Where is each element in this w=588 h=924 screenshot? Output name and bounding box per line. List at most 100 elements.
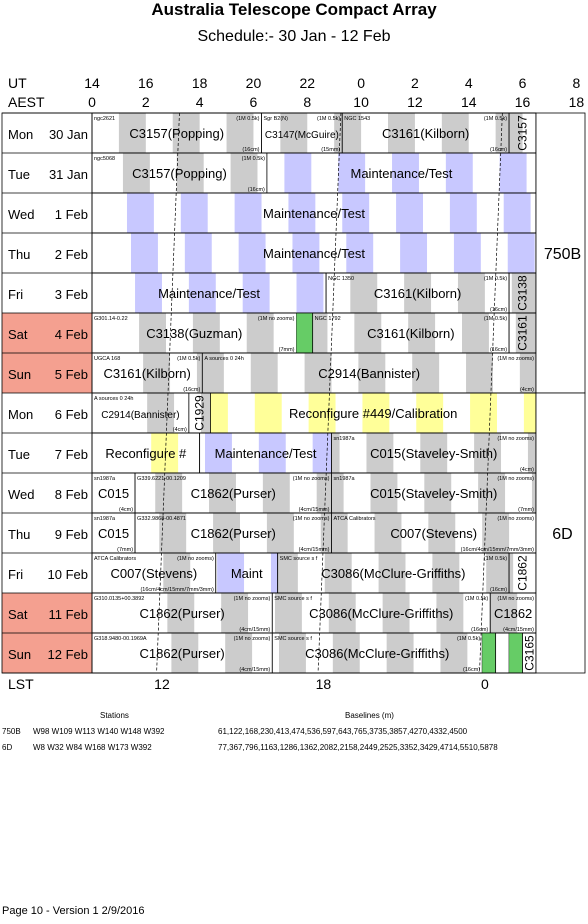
day-date-label: 12 Feb: [48, 647, 88, 662]
day-label-cell: [2, 513, 92, 553]
schedule-block: [509, 633, 523, 673]
block-label: C1862(Purser): [191, 486, 276, 501]
schedule-block: C3157(Popping) ngc5068 (1M 0.5k) (16cm): [91, 152, 268, 194]
block-label: C3161(Kilborn): [382, 126, 469, 141]
block-correlator-label: (1M 0.5k): [484, 316, 507, 322]
schedule-block: C1862(Purser) G339.6221-00.1209 (1M no zoo…: [134, 472, 332, 514]
time-band-stripe: [122, 153, 150, 193]
ut-tick-label: 4: [465, 75, 473, 91]
aest-axis-label: AEST: [8, 94, 45, 110]
block-source-label: Sgr B2(N): [264, 116, 289, 122]
block-label: Maintenance/Test: [215, 446, 317, 461]
day-row: Sat 4 Feb C3138(Guzman) G301.14-0.22 (1M no …: [2, 312, 537, 354]
day-label-cell: [2, 473, 92, 513]
time-band-stripe: [159, 513, 187, 553]
ut-tick-label: 6: [519, 75, 527, 91]
block-source-label: NGC 1543: [344, 116, 370, 122]
time-band-stripe: [217, 553, 245, 593]
time-band-stripe: [440, 633, 468, 673]
stations-list-750b: W98 W109 W113 W140 W148 W392: [33, 727, 165, 736]
time-band-stripe: [135, 273, 162, 313]
time-band-stripe: [279, 633, 306, 673]
time-band-stripe: [470, 393, 497, 433]
day-row: Wed 1 Feb Maintenance/Test: [2, 192, 537, 234]
block-band-label: (16cm): [490, 307, 507, 313]
baselines-list-750b: 61,122,168,230,413,474,536,597,643,765,3…: [218, 727, 468, 736]
schedule-block: C3086(McClure-Griffiths) SMC source s f (1…: [271, 632, 483, 674]
schedule-block: C015 sn1987a (4cm): [91, 472, 136, 514]
day-of-week-label: Sun: [8, 367, 31, 382]
schedule-block: C3157(Popping) ngc2621 (1M 0.5k) (16cm): [91, 112, 262, 154]
lst-tick-label: 12: [154, 676, 170, 692]
schedule-block: C015(Staveley-Smith) sn1987a (1M no zooms)…: [331, 432, 537, 474]
day-row: Sat 11 Feb C1862(Purser) G310.0135+00.3892 (…: [2, 592, 537, 634]
time-band-stripe: [176, 153, 204, 193]
time-band-stripe: [509, 553, 514, 593]
day-row: Tue 7 Feb Reconfigure # Maintenance/Test C01…: [2, 432, 537, 474]
block-source-label: SMC source s f: [280, 556, 318, 562]
schedule-block: C015 sn1987a (7mm): [91, 512, 136, 554]
time-band-stripe: [238, 233, 266, 273]
schedule-block: Maintenance/Test: [91, 272, 327, 314]
time-band-stripe: [296, 273, 324, 313]
day-row: Fri 3 Feb Maintenance/Test C3161(Kilborn) NG…: [2, 272, 537, 314]
block-source-label: SMC source s f: [274, 596, 312, 602]
schedule-block: Maintenance/Test: [199, 432, 332, 474]
time-band-stripe: [320, 513, 332, 553]
green-block: [482, 633, 496, 673]
time-band-stripe: [304, 353, 332, 393]
block-band-label: (4cm/15mm): [239, 627, 270, 633]
block-label: C1862(Purser): [191, 526, 276, 541]
time-band-stripe: [362, 393, 390, 433]
page-footer: Page 10 - Version 1 2/9/2016: [2, 905, 145, 917]
schedule-block: C3157: [508, 112, 537, 154]
time-band-stripe: [126, 193, 154, 233]
time-band-stripe: [374, 513, 402, 553]
lst-reference-line: [479, 112, 503, 674]
ut-tick-label: 18: [192, 75, 208, 91]
block-correlator-label: (1M no zooms): [177, 556, 214, 562]
block-correlator-label: (1M no zooms): [234, 596, 271, 602]
block-source-label: ATCA Calibrators: [333, 516, 375, 522]
lst-tick-label: 0: [481, 676, 489, 692]
block-band-label: (16cm): [183, 387, 200, 393]
time-band-stripe: [495, 113, 510, 153]
time-band-stripe: [188, 273, 216, 313]
stations-list-6d: W8 W32 W84 W168 W173 W392: [33, 743, 152, 752]
day-label-cell: [2, 633, 92, 673]
block-correlator-label: (1M 0.5k): [317, 116, 340, 122]
block-label: C3161(Kilborn): [374, 286, 461, 301]
schedule-block: C3086(McClure-Griffiths)SMC source s f (1…: [277, 552, 510, 594]
time-band-stripe: [139, 313, 166, 353]
time-band-stripe: [331, 513, 348, 553]
time-band-stripe: [225, 633, 253, 673]
day-date-label: 31 Jan: [49, 167, 88, 182]
day-of-week-label: Wed: [8, 487, 35, 502]
aest-tick-label: 6: [250, 94, 258, 110]
time-band-stripe: [400, 233, 428, 273]
block-label-vertical: C1862: [516, 555, 530, 591]
schedule-block: C015(Staveley-Smith) sn1987a (1M no zooms)…: [331, 472, 537, 514]
schedule-block: C007(Stevens) ATCA Calibrators (1M no zoom…: [331, 512, 537, 554]
block-source-label: SMC source s f: [274, 636, 312, 642]
baselines-header: Baselines (m): [345, 711, 394, 720]
time-band-stripe: [246, 313, 274, 353]
block-source-label: G301.14-0.22: [94, 316, 128, 322]
aest-tick-label: 12: [407, 94, 423, 110]
block-band-label: (4cm/15mm): [503, 627, 534, 633]
block-band-label: (16cm): [463, 667, 480, 673]
day-of-week-label: Sat: [8, 607, 28, 622]
block-band-label: (4cm): [119, 507, 133, 513]
aest-tick-label: 0: [88, 94, 96, 110]
ut-tick-label: 14: [84, 75, 100, 91]
time-band-stripe: [213, 513, 240, 553]
time-band-stripe: [382, 593, 410, 633]
block-label: Maintenance/Test: [263, 206, 365, 221]
day-of-week-label: Thu: [8, 247, 30, 262]
stations-config-750b: 750B: [2, 727, 21, 736]
block-label: Maintenance/Test: [351, 166, 453, 181]
config-cell: [535, 112, 586, 394]
block-label: C3086(McClure-Griffiths): [305, 646, 449, 661]
time-band-stripe: [466, 353, 493, 393]
day-of-week-label: Mon: [8, 407, 33, 422]
